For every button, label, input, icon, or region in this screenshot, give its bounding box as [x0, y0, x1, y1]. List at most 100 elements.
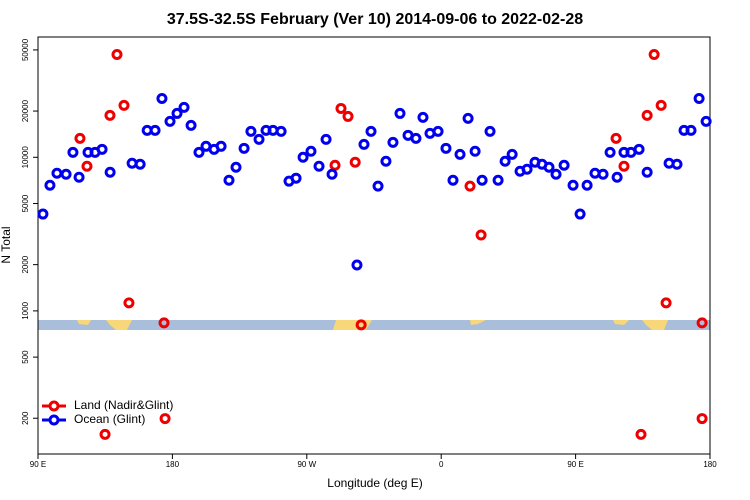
data-point [230, 161, 242, 173]
y-tick-label: 500 [21, 350, 30, 364]
data-point [550, 168, 562, 180]
data-point [60, 168, 72, 180]
data-point [329, 159, 341, 171]
data-point [37, 208, 49, 220]
data-point [159, 413, 171, 425]
data-point [671, 158, 683, 170]
data-point [660, 297, 672, 309]
data-point [469, 145, 481, 157]
legend-marker [48, 400, 60, 412]
y-tick-label: 10000 [21, 146, 30, 169]
legend-label: Land (Nadir&Glint) [74, 398, 173, 412]
data-point [355, 319, 367, 331]
data-point [73, 171, 85, 183]
data-point [290, 172, 302, 184]
data-point [432, 125, 444, 137]
data-point [358, 138, 370, 150]
data-point [574, 208, 586, 220]
y-tick-label: 20000 [21, 99, 30, 122]
legend-marker [48, 414, 60, 426]
data-point [476, 174, 488, 186]
x-tick-label: 90 E [30, 460, 46, 469]
data-point [164, 115, 176, 127]
data-point [543, 161, 555, 173]
data-point [440, 142, 452, 154]
data-point [558, 159, 570, 171]
data-point [185, 119, 197, 131]
data-point [123, 297, 135, 309]
x-tick-label: 180 [166, 460, 180, 469]
data-point [635, 428, 647, 440]
legend-label: Ocean (Glint) [74, 412, 145, 426]
data-point [158, 317, 170, 329]
data-point [44, 179, 56, 191]
data-point [326, 168, 338, 180]
y-tick-label: 1000 [21, 301, 30, 319]
data-point [696, 413, 708, 425]
data-point [410, 132, 422, 144]
data-point [618, 160, 630, 172]
data-point [462, 112, 474, 124]
data-point [685, 124, 697, 136]
data-point [655, 99, 667, 111]
data-point [641, 166, 653, 178]
data-point [171, 107, 183, 119]
data-point [342, 110, 354, 122]
data-point [604, 146, 616, 158]
data-point [394, 107, 406, 119]
x-tick-label: 90 E [567, 460, 583, 469]
data-point [245, 125, 257, 137]
data-point [464, 180, 476, 192]
data-point [275, 125, 287, 137]
data-point [521, 163, 533, 175]
x-axis-label: Longitude (deg E) [327, 476, 422, 490]
x-tick-label: 90 W [297, 460, 316, 469]
land-mask-strip [38, 320, 710, 330]
data-point [499, 155, 511, 167]
y-axis-label: N Total [0, 226, 13, 263]
data-point [648, 49, 660, 61]
data-point [641, 109, 653, 121]
data-point [610, 132, 622, 144]
data-point [156, 92, 168, 104]
data-point [96, 143, 108, 155]
data-point [380, 155, 392, 167]
data-point [134, 158, 146, 170]
data-point [253, 133, 265, 145]
data-point [238, 142, 250, 154]
data-point [454, 148, 466, 160]
data-point [447, 174, 459, 186]
data-point [118, 99, 130, 111]
data-point [104, 109, 116, 121]
data-point [320, 133, 332, 145]
data-point [506, 148, 518, 160]
data-point [475, 229, 487, 241]
x-tick-label: 0 [439, 460, 444, 469]
chart-title: 37.5S-32.5S February (Ver 10) 2014-09-06… [167, 11, 583, 28]
plot-frame [37, 36, 711, 455]
data-point [700, 115, 712, 127]
y-tick-label: 50000 [21, 38, 30, 61]
x-tick-label: 180 [703, 460, 717, 469]
data-point [365, 125, 377, 137]
data-point [335, 102, 347, 114]
data-point [111, 49, 123, 61]
data-point [372, 180, 384, 192]
data-point [178, 101, 190, 113]
data-point [417, 111, 429, 123]
data-point [223, 174, 235, 186]
y-tick-label: 2000 [21, 255, 30, 273]
data-point [492, 174, 504, 186]
data-point [215, 140, 227, 152]
data-point [696, 317, 708, 329]
data-point [297, 151, 309, 163]
data-point [597, 168, 609, 180]
data-point [313, 160, 325, 172]
data-point [633, 143, 645, 155]
data-point [104, 166, 116, 178]
data-point [484, 125, 496, 137]
data-point [611, 171, 623, 183]
data-point [193, 146, 205, 158]
data-point [99, 428, 111, 440]
